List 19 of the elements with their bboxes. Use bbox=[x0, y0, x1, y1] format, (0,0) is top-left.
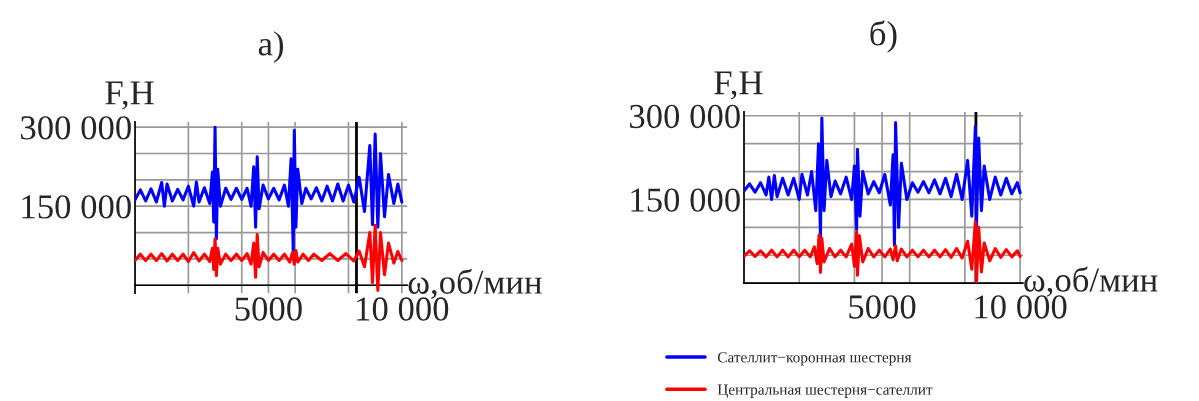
x-axis-title: ω,об/мин bbox=[408, 268, 542, 299]
y-axis-title: F,Н bbox=[714, 71, 763, 100]
y-tick-label: 150 000 bbox=[631, 188, 740, 212]
y-tick-label: 300 000 bbox=[21, 116, 131, 140]
y-tick-label: 300 000 bbox=[630, 104, 740, 129]
x-axis-title: ω,об/мин bbox=[1024, 266, 1158, 297]
y-tick-label: 150 000 bbox=[22, 195, 131, 219]
x-tick-label: 10 000 bbox=[975, 295, 1067, 319]
y-axis-title: F,Н bbox=[105, 81, 154, 110]
x-tick-label: 10 000 bbox=[357, 297, 449, 321]
legend-label: Сателлит−коронная шестерня bbox=[717, 352, 912, 366]
x-tick-label: 5000 bbox=[849, 295, 916, 319]
legend-label: Центральная шестерня−сателлит bbox=[717, 384, 933, 398]
line-series bbox=[135, 125, 404, 252]
line-series bbox=[743, 116, 1022, 247]
x-tick-label: 5000 bbox=[235, 297, 302, 321]
chart-title: б) bbox=[870, 20, 897, 53]
chart-title: а) bbox=[258, 31, 284, 63]
line-series bbox=[135, 223, 404, 293]
